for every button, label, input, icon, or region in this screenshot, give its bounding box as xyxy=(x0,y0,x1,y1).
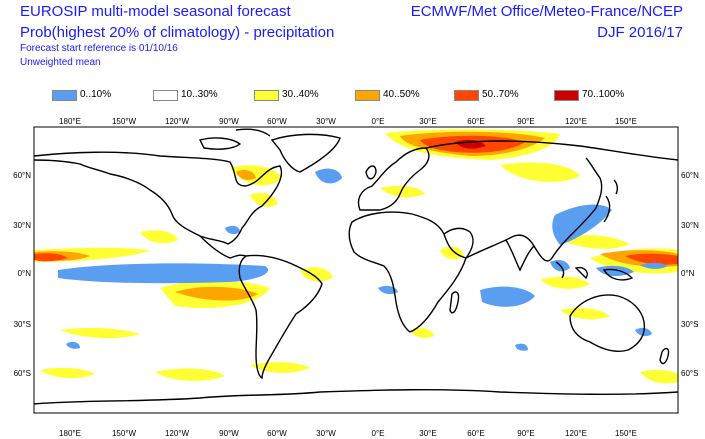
lon-label: 150°E xyxy=(615,117,637,126)
central-america-coast xyxy=(199,235,247,259)
latitude-ticks-left: 60°N 30°N 0°N 30°S 60°S xyxy=(13,171,31,378)
lon-label: 150°E xyxy=(615,429,637,438)
forecast-period: DJF 2016/17 xyxy=(597,24,683,41)
lon-label: 120°W xyxy=(165,429,190,438)
prob-0-10-regions xyxy=(58,168,668,351)
legend-swatch xyxy=(355,90,380,101)
greenland-coast xyxy=(270,133,341,173)
lon-label: 30°W xyxy=(316,429,336,438)
coastlines xyxy=(34,128,678,405)
legend: 0..10% 10..30% 30..40% 40..50% 50..70% 7… xyxy=(52,89,692,103)
maritime-se-asia-coast xyxy=(555,261,634,281)
legend-label: 50..70% xyxy=(482,89,519,100)
map-frame xyxy=(33,126,679,414)
lon-label: 180°E xyxy=(59,117,81,126)
prob-30-40-regions xyxy=(34,129,678,384)
anomaly-field xyxy=(34,129,678,384)
legend-swatch xyxy=(554,90,579,101)
lon-label: 120°E xyxy=(565,117,587,126)
legend-swatch xyxy=(153,90,178,101)
longitude-ticks-bottom: 180°E 150°W 120°W 90°W 60°W 30°W 0°E 30°… xyxy=(59,429,637,438)
south-america-coast xyxy=(238,254,323,380)
lon-label: 60°W xyxy=(267,117,287,126)
lat-label: 60°S xyxy=(681,369,698,378)
legend-label: 30..40% xyxy=(282,89,319,100)
legend-label: 10..30% xyxy=(181,89,218,100)
lon-label: 0°E xyxy=(372,117,385,126)
madagascar-coast xyxy=(449,291,460,314)
north-america-coast xyxy=(34,151,283,245)
lat-label: 30°N xyxy=(13,221,31,230)
mean-type: Unweighted mean xyxy=(20,57,101,68)
lon-label: 0°E xyxy=(372,429,385,438)
arabia-coast xyxy=(443,227,474,259)
arctic-canada-coast xyxy=(198,128,271,150)
lon-label: 90°E xyxy=(517,429,534,438)
longitude-ticks-top: 180°E 150°W 120°W 90°W 60°W 30°W 0°E 30°… xyxy=(59,117,637,126)
india-coast xyxy=(505,239,535,272)
legend-swatch xyxy=(454,90,479,101)
map-title: EUROSIP multi-model seasonal forecast xyxy=(20,3,291,20)
forecast-reference: Forecast start reference is 01/10/16 xyxy=(20,43,178,54)
map-subtitle: Prob(highest 20% of climatology) - preci… xyxy=(20,24,335,41)
legend-label: 40..50% xyxy=(383,89,420,100)
lat-label: 60°N xyxy=(681,171,699,180)
japan-coast xyxy=(603,179,619,223)
lon-label: 30°E xyxy=(419,429,436,438)
lon-label: 30°E xyxy=(419,117,436,126)
lat-label: 60°S xyxy=(14,369,31,378)
british-isles-coast xyxy=(365,165,377,180)
lon-label: 90°W xyxy=(219,117,239,126)
lat-label: 60°N xyxy=(13,171,31,180)
lon-label: 60°E xyxy=(467,429,484,438)
latitude-ticks-right: 60°N 30°N 0°N 30°S 60°S xyxy=(681,171,699,378)
lon-label: 120°W xyxy=(165,117,190,126)
lon-label: 30°W xyxy=(316,117,336,126)
new-zealand-coast xyxy=(659,347,670,365)
lon-label: 180°E xyxy=(59,429,81,438)
lat-label: 30°S xyxy=(14,320,31,329)
forecast-centres: ECMWF/Met Office/Meteo-France/NCEP xyxy=(410,3,683,20)
lat-label: 0°N xyxy=(681,269,695,278)
asia-coast xyxy=(425,140,678,262)
lon-label: 150°W xyxy=(112,117,137,126)
legend-swatch xyxy=(254,90,279,101)
legend-label: 70..100% xyxy=(582,89,625,100)
lon-label: 90°W xyxy=(219,429,239,438)
lon-label: 60°E xyxy=(467,117,484,126)
legend-label: 0..10% xyxy=(80,89,112,100)
legend-swatch xyxy=(52,90,77,101)
lon-label: 150°W xyxy=(112,429,137,438)
australia-coast xyxy=(569,294,646,352)
lat-label: 0°N xyxy=(18,269,32,278)
lon-label: 60°W xyxy=(267,429,287,438)
lat-label: 30°S xyxy=(681,320,698,329)
antarctica-coast xyxy=(34,388,678,405)
africa-coast xyxy=(348,211,467,333)
lon-label: 90°E xyxy=(517,117,534,126)
lat-label: 30°N xyxy=(681,221,699,230)
lon-label: 120°E xyxy=(565,429,587,438)
